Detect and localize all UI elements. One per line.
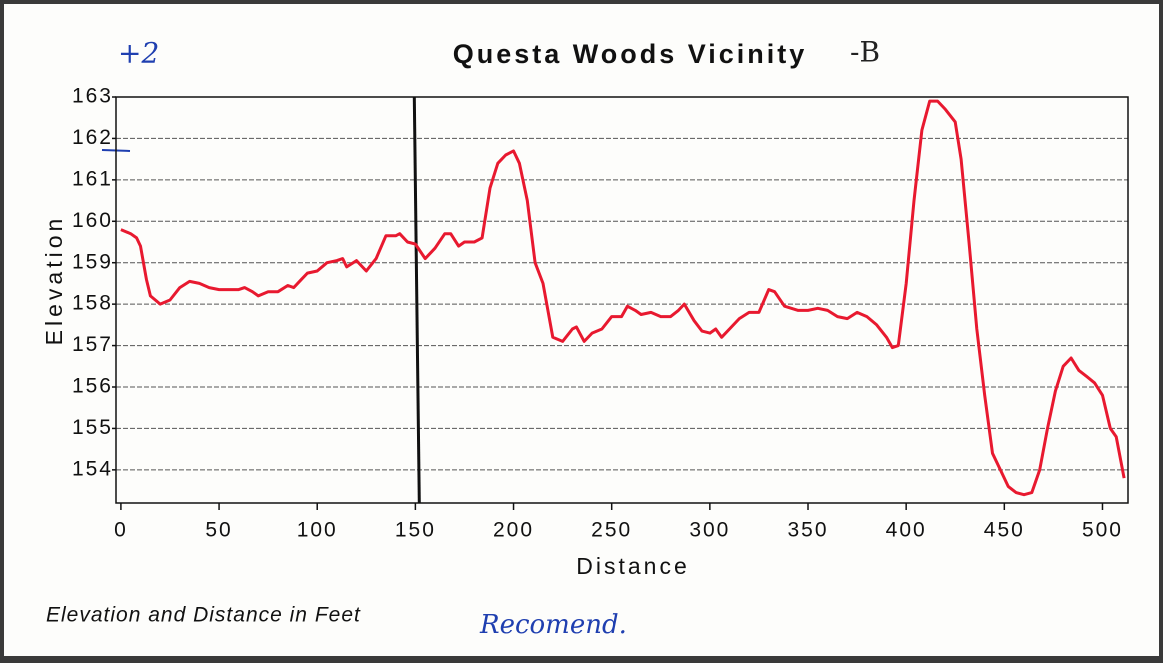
y-tick-label: 155 bbox=[72, 416, 113, 439]
x-tick-label: 450 bbox=[984, 519, 1025, 542]
footer: Elevation and Distance in Feet bbox=[46, 604, 361, 627]
y-tick-label: 157 bbox=[72, 333, 113, 356]
x-tick-label: 150 bbox=[395, 519, 436, 542]
y-tick-label: 160 bbox=[72, 209, 113, 232]
annotation: +2 bbox=[118, 37, 159, 70]
y-tick-label: 158 bbox=[72, 292, 113, 315]
x-tick-label: 500 bbox=[1082, 519, 1123, 542]
x-tick-label: 300 bbox=[689, 519, 730, 542]
y-tick-label: 161 bbox=[72, 167, 113, 190]
chart-title: Questa Woods Vicinity bbox=[453, 39, 808, 69]
title-annotation: -B bbox=[850, 36, 880, 69]
x-tick-label: 350 bbox=[787, 519, 828, 542]
marker-line bbox=[412, 96, 421, 504]
paper bbox=[4, 4, 1159, 656]
y-tick-label: 162 bbox=[72, 126, 113, 149]
plot-frame bbox=[115, 96, 1129, 504]
y-tick-label: 154 bbox=[72, 457, 113, 480]
y-tick-label: 163 bbox=[72, 85, 113, 108]
y-tick-label: 156 bbox=[72, 375, 113, 398]
x-tick-label: 0 bbox=[114, 519, 128, 542]
y-axis-label: Elevation bbox=[41, 215, 67, 346]
x-tick-label: 50 bbox=[205, 519, 232, 542]
x-tick-label: 200 bbox=[493, 519, 534, 542]
x-axis-label: Distance bbox=[576, 553, 689, 579]
x-tick-label: 100 bbox=[297, 519, 338, 542]
annotation: Recomend. bbox=[479, 610, 627, 640]
x-tick-label: 250 bbox=[591, 519, 632, 542]
x-tick-label: 400 bbox=[886, 519, 927, 542]
elevation-line bbox=[120, 99, 1126, 497]
y-tick-label: 159 bbox=[72, 250, 113, 273]
